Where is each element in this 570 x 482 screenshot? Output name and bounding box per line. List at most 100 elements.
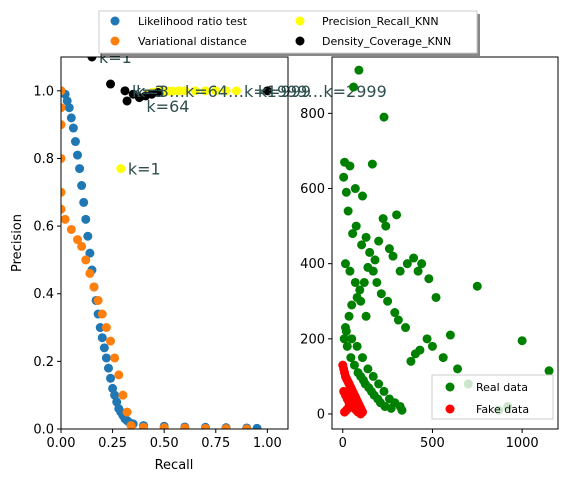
right-ytick-label-4: 800: [300, 107, 325, 122]
left-point-s1-5: [61, 204, 66, 214]
left-point-s0-6: [70, 137, 80, 147]
right-point-s0-43: [406, 356, 416, 366]
left-point-s0-8: [75, 164, 85, 174]
left-annotation-overlap: k=3…k=64…k=1999…k=2999: [136, 82, 387, 101]
right-plot: 0 500 1000 0 200 400 600 800 Real data Fake da…: [300, 56, 559, 451]
left-x-axis-label: Recall: [155, 458, 194, 473]
right-point-s0-23: [395, 266, 405, 276]
left-point-s2-10: [190, 86, 200, 96]
left-xtick-label-1: 0.25: [98, 436, 127, 451]
right-point-s0-76: [350, 277, 360, 287]
left-point-s2-12: [211, 86, 221, 96]
left-annotation-0: k=1: [128, 160, 161, 179]
right-point-s0-26: [413, 266, 423, 276]
left-point-s1-22: [139, 422, 149, 429]
left-ytick-label-1: 0.2: [33, 355, 54, 370]
left-point-s0-13: [85, 248, 95, 258]
left-point-s1-4: [61, 187, 66, 197]
right-point-s0-86: [379, 386, 389, 396]
right-point-s0-27: [417, 259, 427, 269]
right-point-s0-81: [352, 341, 362, 351]
left-point-s3-8: [153, 88, 163, 98]
left-point-s2-0: [116, 164, 126, 174]
right-point-s0-52: [359, 277, 369, 287]
legend-label-variational: Variational distance: [138, 35, 247, 48]
legend-marker-fake-data: [445, 404, 455, 414]
left-point-s3-1: [106, 79, 116, 89]
left-point-s3-3: [122, 96, 132, 106]
legend-label-fake-data: Fake data: [476, 403, 529, 416]
right-point-s0-33: [544, 366, 554, 376]
right-point-s0-80: [347, 334, 357, 344]
right-point-s0-44: [401, 323, 411, 333]
left-point-s2-8: [174, 86, 184, 96]
right-point-s0-30: [445, 330, 455, 340]
left-point-s2-11: [200, 86, 210, 96]
right-point-s0-24: [402, 259, 412, 269]
right-point-s0-79: [341, 326, 351, 336]
right-point-s0-10: [392, 210, 402, 220]
right-point-s0-14: [351, 221, 361, 231]
left-ytick-label-2: 0.4: [33, 287, 54, 302]
right-point-s0-2: [379, 112, 389, 122]
right-point-s0-78: [361, 311, 371, 321]
right-point-s0-75: [345, 266, 355, 276]
right-xtick-label-1: 500: [420, 436, 445, 451]
right-point-s0-77: [356, 296, 366, 306]
left-point-s0-9: [77, 181, 87, 191]
left-point-s1-14: [97, 309, 107, 319]
left-plot-frame: [60, 56, 289, 430]
right-point-s0-15: [357, 240, 367, 250]
left-point-s0-40: [252, 423, 262, 429]
left-y-axis-label: Precision: [10, 214, 25, 272]
left-point-s1-26: [221, 424, 231, 429]
left-point-s1-17: [110, 353, 120, 363]
left-xtick-label-3: 0.75: [201, 436, 230, 451]
left-point-s0-22: [103, 363, 113, 373]
left-point-s1-12: [89, 282, 99, 292]
right-point-s0-39: [427, 341, 437, 351]
left-point-s1-7: [66, 224, 76, 234]
right-point-s0-12: [343, 206, 353, 216]
right-point-s0-6: [367, 159, 377, 169]
left-point-s0-19: [97, 333, 107, 343]
right-point-s0-17: [365, 247, 375, 257]
right-point-s0-25: [409, 253, 419, 263]
left-point-s1-2: [61, 120, 66, 130]
left-point-s0-21: [101, 353, 111, 363]
left-point-s0-26: [112, 397, 122, 407]
right-point-s0-85: [374, 379, 384, 389]
left-point-s0-5: [68, 123, 78, 133]
legend-marker-variational: [110, 36, 120, 46]
right-point-s0-74: [340, 259, 350, 269]
left-point-s1-3: [61, 153, 66, 163]
left-point-s1-24: [180, 423, 190, 429]
left-point-s3-2: [120, 86, 130, 96]
left-point-s1-10: [81, 255, 91, 265]
right-ytick-label-0: 0: [317, 407, 325, 422]
right-point-s0-40: [422, 334, 432, 344]
left-point-s0-12: [83, 231, 93, 241]
right-point-s0-55: [347, 300, 357, 310]
legend-label-dc-knn: Density_Coverage_KNN: [322, 35, 451, 48]
left-point-s1-0: [61, 86, 66, 96]
right-point-s0-0: [354, 65, 364, 75]
left-ytick-label-5: 1.0: [33, 84, 54, 99]
left-point-s0-11: [81, 214, 91, 224]
left-point-s1-19: [118, 390, 128, 400]
top-legend: Likelihood ratio test Variational distan…: [98, 10, 480, 56]
left-point-s3-0: [87, 57, 97, 62]
right-point-s0-47: [383, 296, 393, 306]
right-point-s0-13: [348, 229, 358, 239]
left-point-s0-4: [66, 113, 76, 123]
right-point-s0-29: [431, 292, 441, 302]
left-point-s0-24: [108, 383, 118, 393]
left-xtick-label-4: 1.00: [253, 436, 282, 451]
right-point-s0-20: [381, 221, 391, 231]
right-point-s0-21: [384, 244, 394, 254]
legend-marker-likelihood: [110, 16, 120, 26]
left-point-s3-9: [262, 86, 272, 96]
right-point-s0-51: [363, 262, 373, 272]
right-point-s0-45: [393, 315, 403, 325]
